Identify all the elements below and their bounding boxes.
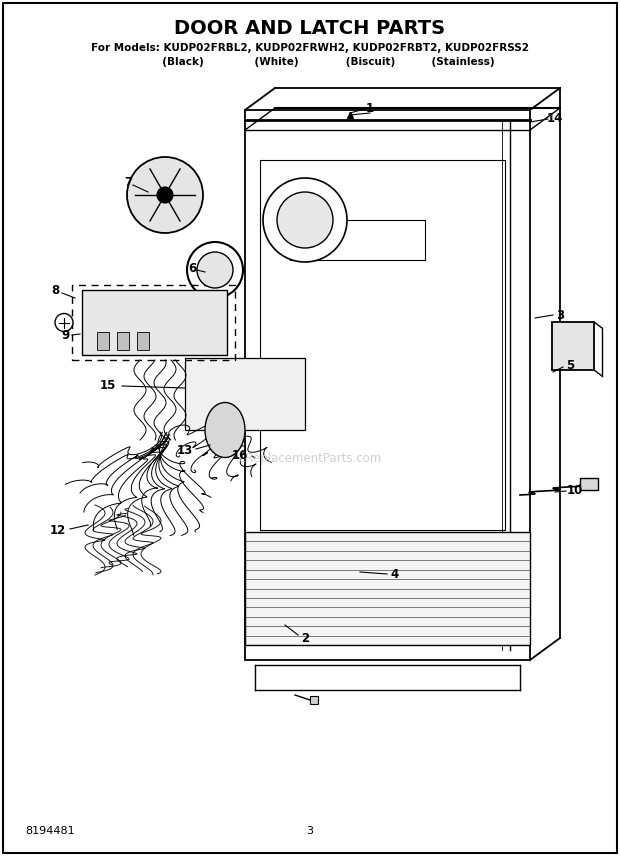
Text: 5: 5 [566,359,574,372]
Circle shape [187,242,243,298]
Bar [580,478,598,490]
Text: eReplacementParts.com: eReplacementParts.com [238,451,382,465]
Circle shape [263,178,347,262]
Circle shape [55,313,73,331]
Polygon shape [185,358,305,430]
Text: 1: 1 [366,102,374,115]
Bar [552,322,594,370]
Text: (Black)              (White)             (Biscuit)          (Stainless): (Black) (White) (Biscuit) (Stainless) [126,57,494,67]
Bar [310,696,318,704]
Circle shape [127,157,203,233]
Text: 16: 16 [232,449,248,461]
Text: 8194481: 8194481 [25,826,74,836]
Circle shape [277,192,333,248]
Text: 8: 8 [51,283,59,296]
Text: 13: 13 [177,443,193,456]
Text: 7: 7 [124,175,132,188]
Polygon shape [245,532,530,645]
Text: 3: 3 [556,308,564,322]
Circle shape [157,187,173,203]
Circle shape [197,252,233,288]
Text: 4: 4 [391,568,399,581]
Text: 10: 10 [567,484,583,496]
Text: 9: 9 [61,329,69,342]
Bar [137,332,149,350]
Text: 14: 14 [547,111,563,124]
Polygon shape [82,290,227,355]
Ellipse shape [205,402,245,457]
Bar [97,332,109,350]
Text: 15: 15 [100,378,116,391]
Text: For Models: KUDP02FRBL2, KUDP02FRWH2, KUDP02FRBT2, KUDP02FRSS2: For Models: KUDP02FRBL2, KUDP02FRWH2, KU… [91,43,529,53]
Text: 2: 2 [301,632,309,645]
Bar [117,332,129,350]
Text: DOOR AND LATCH PARTS: DOOR AND LATCH PARTS [174,19,446,38]
Text: 12: 12 [50,524,66,537]
Text: 6: 6 [188,261,196,275]
Text: 3: 3 [306,826,314,836]
